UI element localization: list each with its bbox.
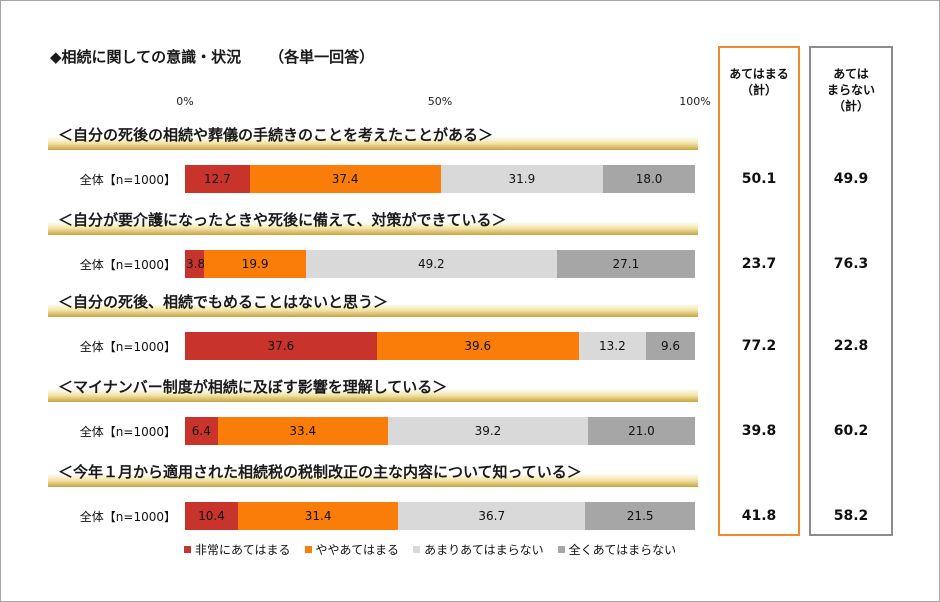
bar-segment-2: 19.9 [204, 250, 306, 278]
not-applies-total-header: あては まらない （計） [826, 67, 875, 113]
bar-segment-4: 21.0 [587, 417, 695, 445]
row-label: 全体【n=1000】 [79, 425, 176, 439]
row-label: 全体【n=1000】 [79, 258, 176, 272]
legend-item: 全くあてはまらない [557, 541, 677, 558]
chart-legend: 非常にあてはまる ややあてはまる あまりあてはまらない 全くあてはまらない [184, 541, 690, 558]
question-label: ＜マイナンバー制度が相続に及ぼす影響を理解している＞ [58, 378, 448, 396]
bar-segment-1: 3.8 [185, 250, 205, 278]
bar-segment-3: 31.9 [440, 165, 604, 193]
legend-label: 非常にあてはまる [195, 543, 291, 557]
applies-total-column: あてはまる （計） 50.1 23.7 77.2 39.8 41.8 [718, 46, 800, 536]
not-applies-total-column: あては まらない （計） 49.9 76.3 22.8 60.2 58.2 [809, 46, 893, 536]
question-header-bar [48, 457, 698, 487]
bar-segment-4: 9.6 [646, 332, 695, 360]
x-tick-label: 50% [427, 95, 453, 108]
bar-segment-3: 36.7 [398, 502, 586, 530]
bar-segment-2: 31.4 [238, 502, 399, 530]
bar-segment-2: 37.4 [249, 165, 441, 193]
applies-total-value: 50.1 [741, 171, 777, 187]
question-label: ＜自分の死後、相続でもめることはないと思う＞ [58, 293, 389, 311]
row-label: 全体【n=1000】 [79, 510, 176, 524]
legend-swatch [557, 546, 565, 553]
question-header-bar [48, 120, 698, 150]
question-header-bar [48, 372, 698, 402]
bar-segment-1: 37.6 [185, 332, 377, 360]
bar-segment-2: 39.6 [376, 332, 579, 360]
legend-label: 全くあてはまらない [568, 543, 677, 557]
legend-swatch [304, 546, 312, 553]
not-applies-total-value: 76.3 [833, 256, 869, 272]
question-label: ＜自分の死後の相続や葬儀の手続きのことを考えたことがある＞ [58, 126, 494, 144]
row-label: 全体【n=1000】 [79, 173, 176, 187]
applies-total-value: 77.2 [741, 338, 777, 354]
bar-segment-3: 49.2 [305, 250, 557, 278]
bar-segment-1: 6.4 [185, 417, 218, 445]
legend-item: ややあてはまる [304, 541, 400, 558]
bar-segment-4: 27.1 [556, 250, 695, 278]
question-header-bar [48, 287, 698, 317]
title-text: ◆相続に関しての意識・状況 [50, 48, 242, 66]
applies-total-value: 23.7 [741, 256, 777, 272]
bar-segment-3: 39.2 [387, 417, 588, 445]
applies-total-header: あてはまる （計） [729, 67, 789, 97]
chart-subtitle: （各単一回答） [269, 48, 375, 66]
bar-segment-3: 13.2 [578, 332, 647, 360]
applies-total-value: 39.8 [741, 423, 777, 439]
legend-label: ややあてはまる [315, 543, 400, 557]
bar-segment-1: 12.7 [185, 165, 250, 193]
legend-item: 非常にあてはまる [184, 541, 291, 558]
bar-segment-4: 18.0 [603, 165, 695, 193]
legend-swatch [184, 546, 191, 553]
question-header-bar [48, 205, 698, 235]
question-label: ＜今年１月から適用された相続税の税制改正の主な内容について知っている＞ [58, 463, 582, 481]
not-applies-total-value: 22.8 [833, 338, 869, 354]
row-label: 全体【n=1000】 [79, 340, 176, 354]
legend-item: あまりあてはまらない [413, 541, 544, 558]
applies-total-value: 41.8 [741, 508, 777, 524]
legend-swatch [413, 546, 421, 553]
legend-label: あまりあてはまらない [424, 543, 544, 557]
chart-title: ◆相続に関しての意識・状況 （各単一回答） [50, 46, 374, 67]
x-tick-label: 100% [679, 95, 711, 108]
question-label: ＜自分が要介護になったときや死後に備えて、対策ができている＞ [58, 211, 507, 229]
not-applies-total-value: 49.9 [833, 171, 869, 187]
not-applies-total-value: 58.2 [833, 508, 869, 524]
bar-segment-2: 33.4 [217, 417, 388, 445]
not-applies-total-value: 60.2 [833, 423, 869, 439]
x-tick-label: 0% [176, 95, 194, 108]
bar-segment-1: 10.4 [185, 502, 239, 530]
bar-segment-4: 21.5 [585, 502, 695, 530]
